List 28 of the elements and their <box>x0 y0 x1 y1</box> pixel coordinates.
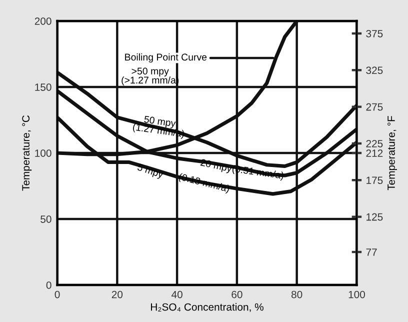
y-tick-label: 100 <box>35 150 52 157</box>
x-tick-label: 0 <box>54 290 60 298</box>
y-tick-label: 200 <box>34 18 52 25</box>
x-tick-label: 100 <box>348 290 365 298</box>
y2-tick-label: 125 <box>366 213 383 221</box>
x-tick-label: 80 <box>291 290 302 298</box>
annotation: 5 mpy <box>136 164 164 180</box>
annotation: 20 mpy <box>200 158 232 174</box>
y2-axis-title: Temperature, °F <box>388 116 397 190</box>
y2-tick-label: 275 <box>366 103 383 111</box>
y-tick-label: 50 <box>40 216 52 223</box>
y2-tick-label: 325 <box>366 66 383 74</box>
y2-tick-label: 375 <box>366 30 383 38</box>
y-tick-label: 0 <box>46 282 52 289</box>
y-axis-title: Temperature, °C <box>22 115 32 191</box>
x-axis-title: H₂SO₄ Concentration, % <box>151 303 264 312</box>
x-tick-label: 60 <box>232 290 242 298</box>
annotation: 50 mpy (1.27 mm/a) <box>132 116 184 140</box>
y2-tick-label: 77 <box>366 248 377 256</box>
y2-tick-label: 225 <box>366 140 383 148</box>
annotation: Boiling Point Curve <box>125 53 207 62</box>
x-tick-label: 40 <box>172 290 182 298</box>
x-tick-label: 20 <box>112 290 123 298</box>
annotation: (0.13 mm/a) <box>178 172 230 194</box>
y-tick-label: 150 <box>35 84 52 91</box>
y2-tick-label: 212 <box>366 150 383 157</box>
y2-tick-label: 175 <box>366 176 383 184</box>
annotation: (0.51 mm/a) <box>232 164 284 181</box>
